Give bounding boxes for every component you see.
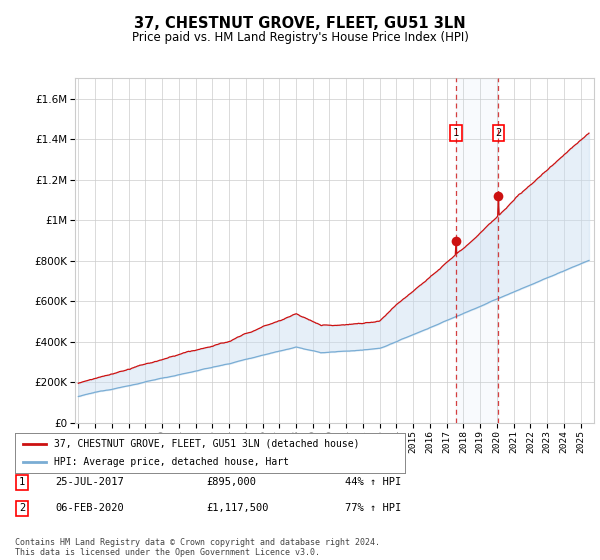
- Text: £895,000: £895,000: [206, 477, 256, 487]
- Text: 37, CHESTNUT GROVE, FLEET, GU51 3LN (detached house): 37, CHESTNUT GROVE, FLEET, GU51 3LN (det…: [54, 439, 359, 449]
- Text: HPI: Average price, detached house, Hart: HPI: Average price, detached house, Hart: [54, 458, 289, 467]
- Text: 2: 2: [495, 128, 502, 138]
- Text: 44% ↑ HPI: 44% ↑ HPI: [345, 477, 401, 487]
- Text: 2: 2: [19, 503, 25, 513]
- Text: 77% ↑ HPI: 77% ↑ HPI: [345, 503, 401, 513]
- Text: 25-JUL-2017: 25-JUL-2017: [56, 477, 124, 487]
- Bar: [456, 78, 499, 423]
- Text: Contains HM Land Registry data © Crown copyright and database right 2024.
This d: Contains HM Land Registry data © Crown c…: [15, 538, 380, 557]
- Text: 1: 1: [453, 128, 459, 138]
- Text: 1: 1: [19, 477, 25, 487]
- Text: 06-FEB-2020: 06-FEB-2020: [56, 503, 124, 513]
- Text: 37, CHESTNUT GROVE, FLEET, GU51 3LN: 37, CHESTNUT GROVE, FLEET, GU51 3LN: [134, 16, 466, 31]
- Text: £1,117,500: £1,117,500: [206, 503, 269, 513]
- Text: Price paid vs. HM Land Registry's House Price Index (HPI): Price paid vs. HM Land Registry's House …: [131, 31, 469, 44]
